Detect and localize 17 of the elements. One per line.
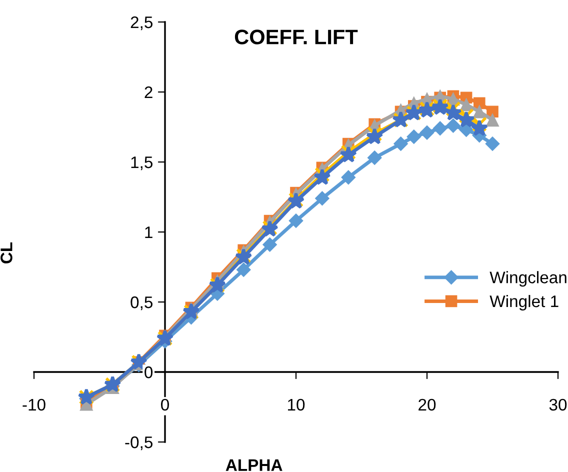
y-tick-label: 1 [145,226,152,238]
x-tick-label: 0 [161,398,169,411]
chart-title: COEFF. LIFT [234,30,358,44]
y-tick-label: 1,5 [131,156,152,170]
y-tick-label: 0,5 [130,296,152,310]
y-tick-label: 2,5 [130,16,152,30]
x-tick-label: 20 [418,398,436,411]
y-tick-label: -0,5 [125,436,152,450]
y-tick-label: 0 [144,366,153,378]
legend-label: Winglet 1 [490,294,558,311]
legend-label: Wingclean [490,271,566,287]
x-tick-label: -10 [22,398,46,411]
y-axis-title: CL [0,242,12,264]
y-tick-label: 2 [144,86,152,98]
x-tick-label: 30 [549,398,567,411]
x-axis-title: ALPHA [226,459,282,471]
x-tick-label: 10 [288,398,305,411]
